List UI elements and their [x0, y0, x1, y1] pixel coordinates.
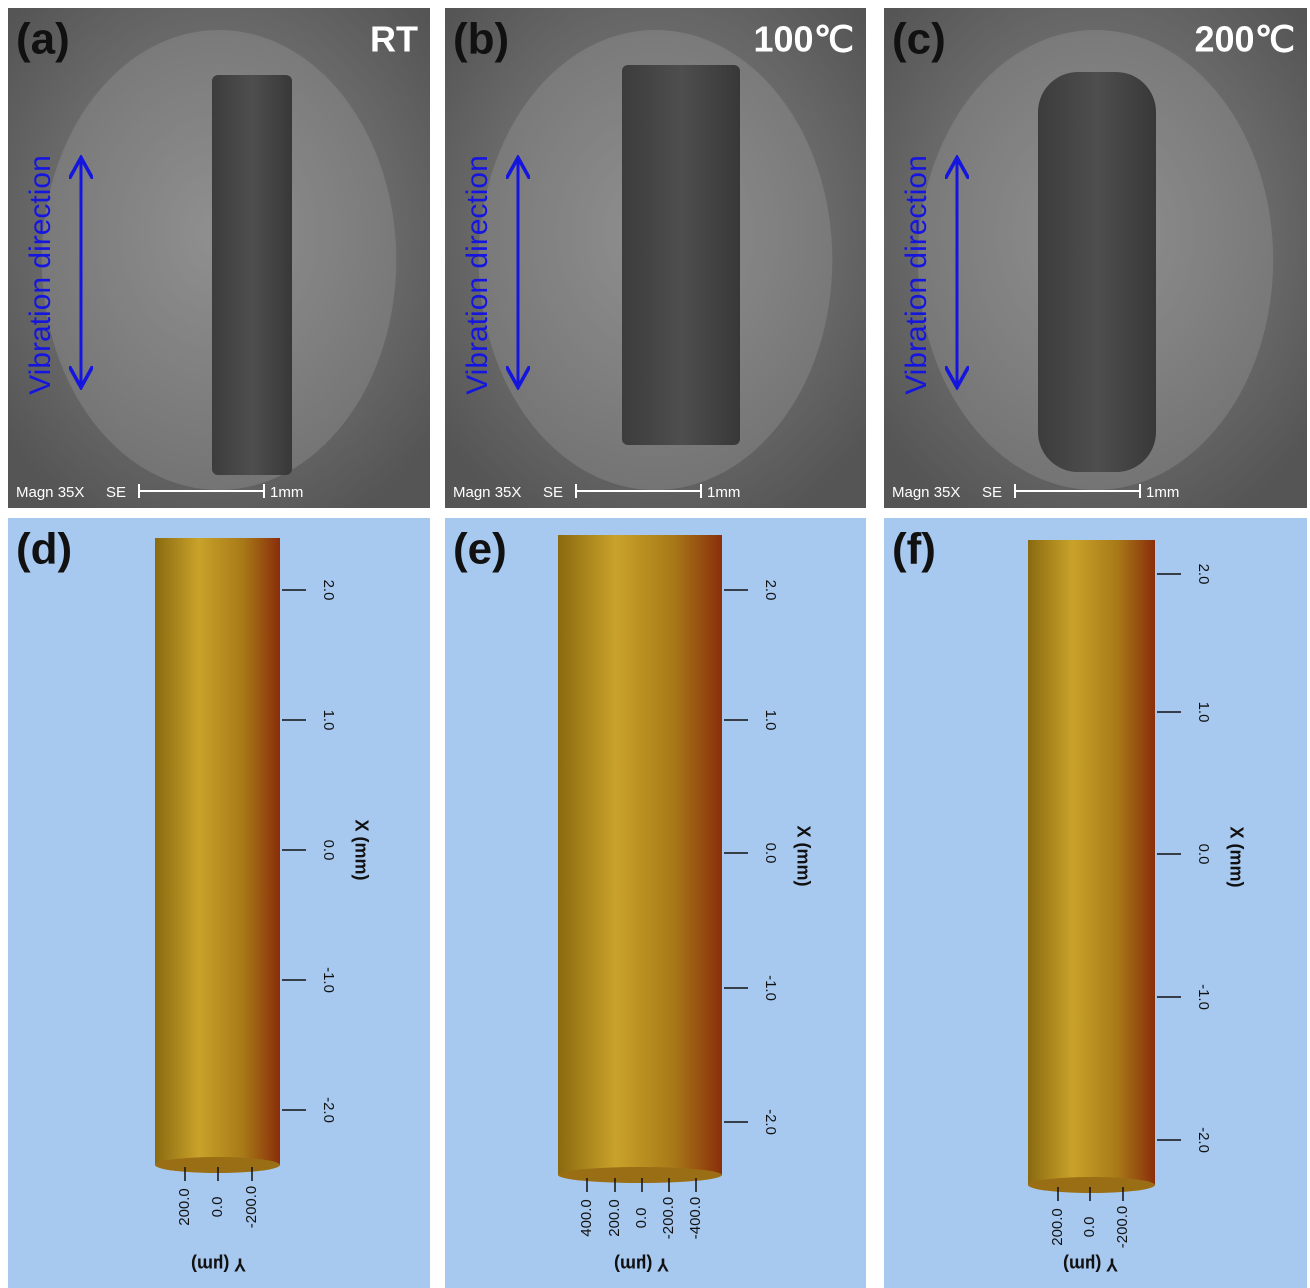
panel-condition: 200℃ [1195, 19, 1296, 60]
height-map [1028, 540, 1155, 1185]
x-tick-label: -2.0 [762, 1109, 779, 1135]
figure: (a) RT Vibration direction Magn 35X SE 1mm (b)… [0, 0, 1310, 1288]
height-map-base [558, 1167, 722, 1183]
magnification: Magn 35X [892, 484, 960, 501]
y-tick-label: 0.0 [1081, 1217, 1098, 1238]
x-tick-label: -1.0 [762, 975, 779, 1001]
panel-condition: 100℃ [754, 19, 855, 60]
x-tick-label: -1.0 [1195, 984, 1212, 1010]
y-axis-title: Y (µm) [191, 1254, 246, 1274]
panel-condition: RT [370, 19, 418, 60]
height-map [155, 538, 280, 1165]
panel-label: (d) [16, 525, 72, 574]
x-axis-title: X (mm) [351, 819, 371, 880]
x-tick-label: 1.0 [1195, 702, 1212, 723]
x-axis-title: X (mm) [793, 825, 813, 886]
scale-bar-label: 1mm [707, 484, 740, 501]
height-map-base [1028, 1177, 1155, 1193]
x-axis-title: X (mm) [1226, 826, 1246, 887]
wear-scar [622, 65, 740, 445]
y-tick-label: 200.0 [176, 1188, 193, 1226]
x-tick-label: -2.0 [1195, 1127, 1212, 1153]
x-tick-label: -1.0 [320, 967, 337, 993]
x-tick-label: 1.0 [762, 710, 779, 731]
height-map [558, 535, 722, 1175]
detector: SE [106, 484, 126, 501]
x-tick-label: 0.0 [1195, 844, 1212, 865]
detector: SE [982, 484, 1002, 501]
vibration-label: Vibration direction [461, 155, 494, 395]
panel-label: (f) [892, 525, 936, 574]
panel-label: (b) [453, 15, 509, 64]
x-tick-label: -2.0 [320, 1097, 337, 1123]
panel-label: (e) [453, 525, 507, 574]
wear-scar [212, 75, 292, 475]
x-tick-label: 0.0 [762, 843, 779, 864]
panel-label: (c) [892, 15, 946, 64]
y-tick-label: 200.0 [606, 1199, 623, 1237]
vibration-label: Vibration direction [24, 155, 57, 395]
x-tick-label: 2.0 [762, 580, 779, 601]
magnification: Magn 35X [453, 484, 521, 501]
scale-bar-label: 1mm [270, 484, 303, 501]
x-tick-label: 1.0 [320, 710, 337, 731]
y-tick-label: 200.0 [1049, 1208, 1066, 1246]
y-tick-label: 0.0 [209, 1197, 226, 1218]
y-tick-label: -200.0 [660, 1197, 677, 1240]
y-axis-title: Y (µm) [614, 1254, 669, 1274]
y-tick-label: -200.0 [1114, 1206, 1131, 1249]
panel-label: (a) [16, 15, 70, 64]
detector: SE [543, 484, 563, 501]
vibration-label: Vibration direction [900, 155, 933, 395]
x-tick-label: 2.0 [1195, 564, 1212, 585]
x-tick-label: 2.0 [320, 580, 337, 601]
scale-bar-label: 1mm [1146, 484, 1179, 501]
wear-scar [1038, 72, 1156, 472]
y-axis-title: Y (µm) [1063, 1254, 1118, 1274]
y-tick-label: -400.0 [687, 1197, 704, 1240]
y-tick-label: -200.0 [243, 1186, 260, 1229]
y-tick-label: 0.0 [633, 1208, 650, 1229]
x-tick-label: 0.0 [320, 840, 337, 861]
y-tick-label: 400.0 [578, 1199, 595, 1237]
magnification: Magn 35X [16, 484, 84, 501]
